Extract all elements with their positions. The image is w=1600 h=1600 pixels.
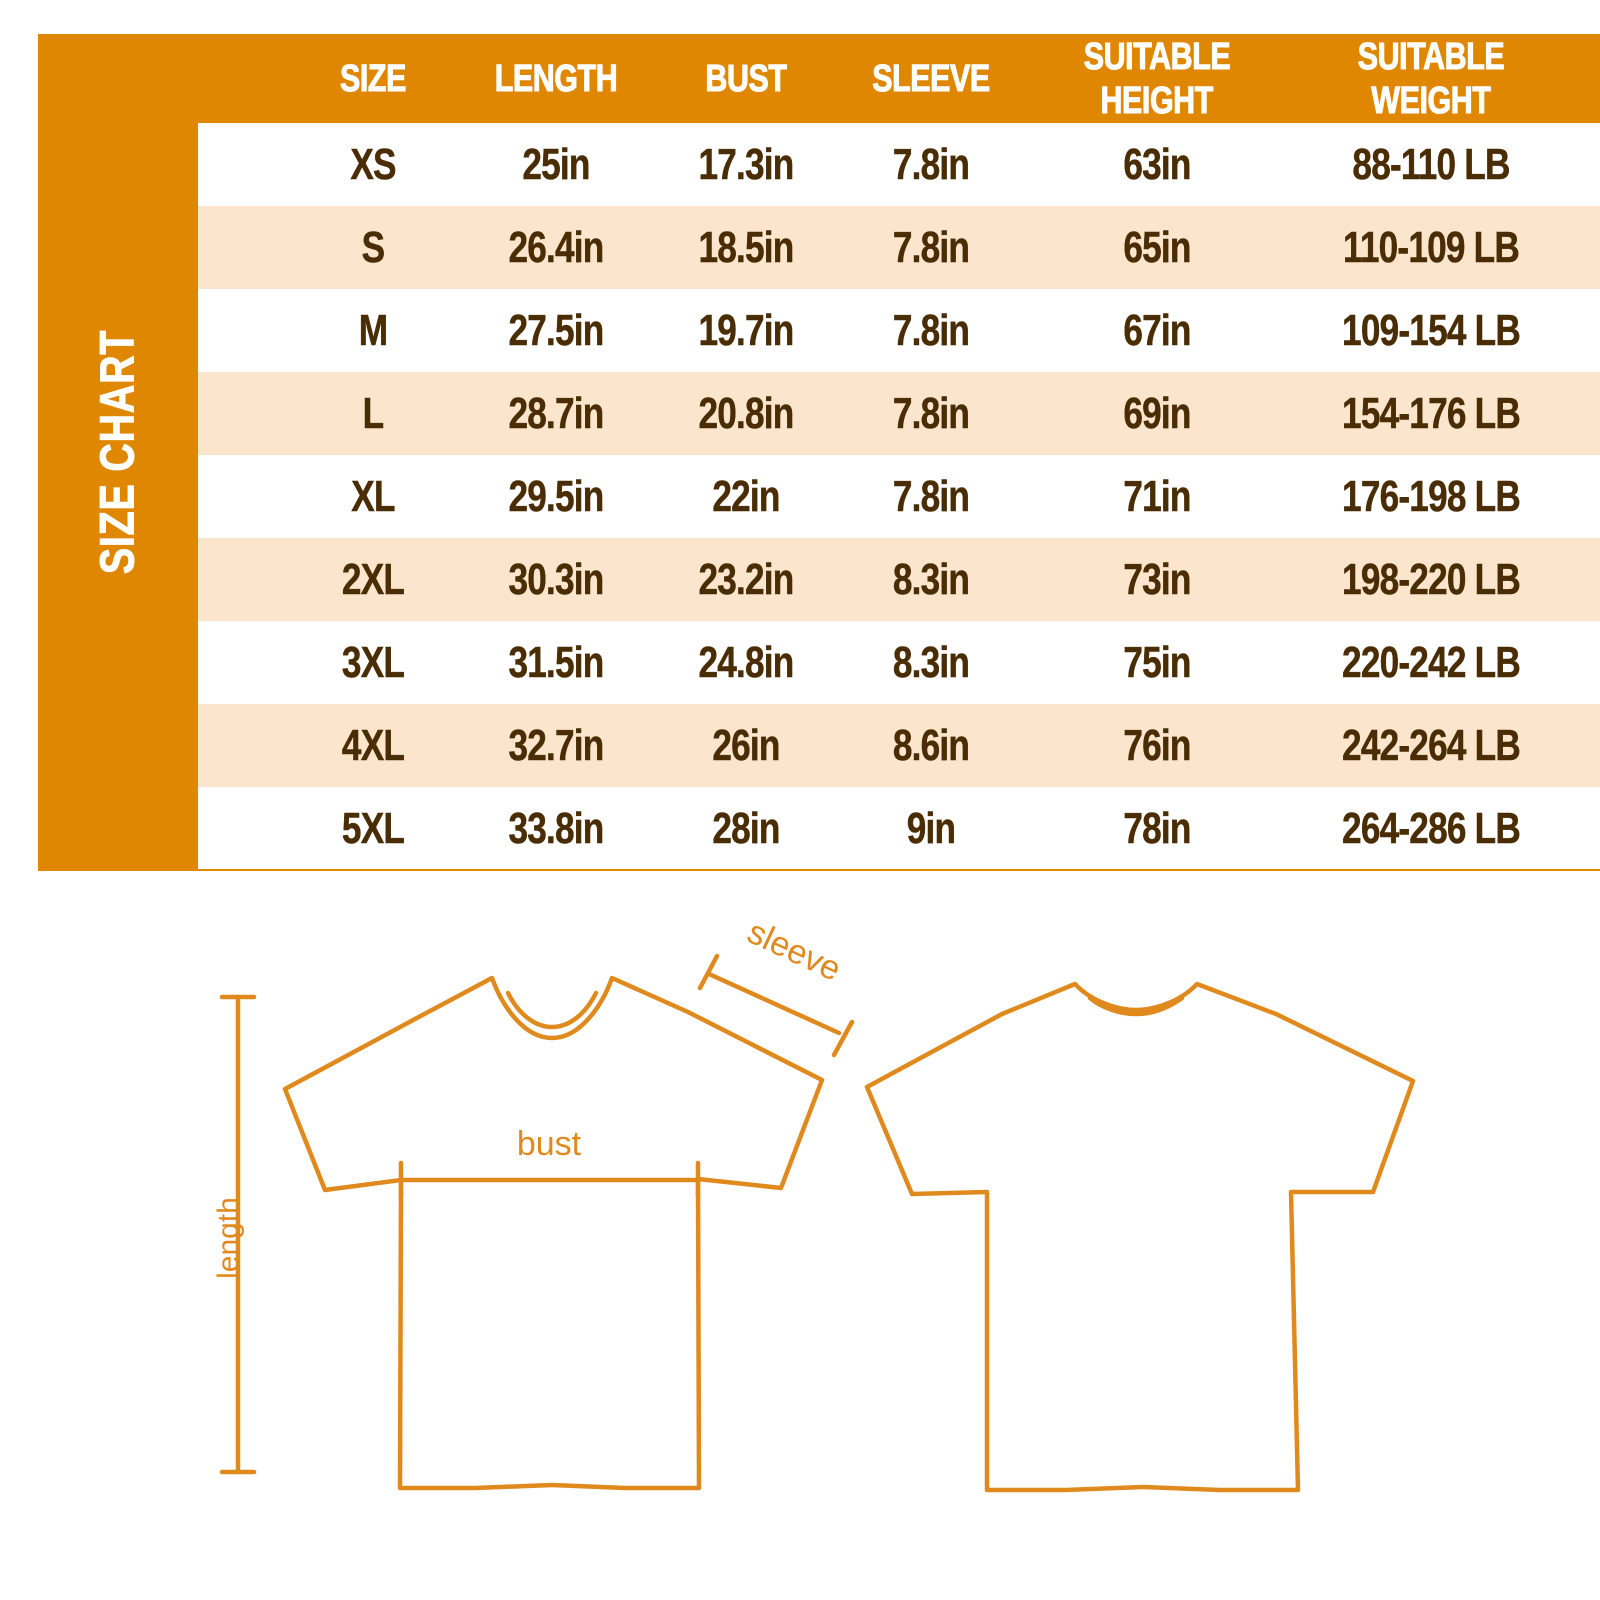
svg-text:sleeve: sleeve: [742, 913, 847, 989]
svg-text:bust: bust: [517, 1125, 582, 1163]
svg-text:length: length: [212, 1197, 245, 1279]
